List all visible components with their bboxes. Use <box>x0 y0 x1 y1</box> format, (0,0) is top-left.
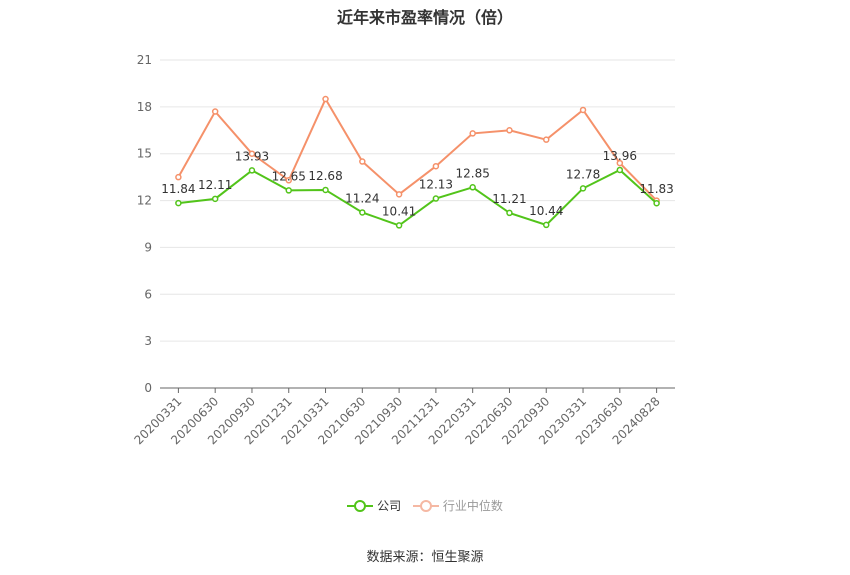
legend-item-company[interactable]: 公司 <box>347 497 401 514</box>
data-point-1[interactable] <box>175 173 182 181</box>
legend: 公司 行业中位数 <box>0 497 850 516</box>
chart-title: 近年来市盈率情况（倍） <box>336 8 513 27</box>
data-point-1[interactable] <box>469 130 476 137</box>
data-label: 11.83 <box>639 182 673 196</box>
data-point-1[interactable] <box>579 106 587 114</box>
data-point-0[interactable] <box>248 167 256 174</box>
data-point-1[interactable] <box>248 150 256 157</box>
data-point-0[interactable] <box>432 195 440 202</box>
data-point-0[interactable] <box>543 221 550 229</box>
data-point-1[interactable] <box>543 136 550 143</box>
legend-swatch-company <box>347 499 374 513</box>
y-tick-label: 21 <box>137 53 152 67</box>
y-tick-label: 0 <box>144 381 152 395</box>
data-point-0[interactable] <box>579 185 587 192</box>
data-label: 12.65 <box>272 169 306 183</box>
data-point-0[interactable] <box>359 209 366 216</box>
data-label: 12.68 <box>308 169 342 183</box>
y-tick-label: 18 <box>137 100 152 114</box>
data-point-1[interactable] <box>395 191 403 198</box>
data-label: 10.44 <box>529 204 563 218</box>
data-point-1[interactable] <box>359 158 366 165</box>
data-label: 12.85 <box>455 166 489 180</box>
data-point-0[interactable] <box>175 199 182 207</box>
y-tick-label: 9 <box>144 240 152 254</box>
data-point-1[interactable] <box>432 162 440 170</box>
y-tick-label: 6 <box>144 287 152 301</box>
data-point-1[interactable] <box>285 177 292 184</box>
data-label: 13.96 <box>603 149 637 163</box>
data-point-0[interactable] <box>616 166 624 174</box>
y-tick-label: 12 <box>137 194 152 208</box>
data-point-0[interactable] <box>506 209 513 217</box>
y-tick-label: 3 <box>144 334 152 348</box>
data-label: 11.84 <box>161 182 195 196</box>
y-tick-label: 15 <box>137 147 152 161</box>
legend-swatch-industry-median <box>412 499 439 513</box>
legend-item-industry-median[interactable]: 行业中位数 <box>412 497 503 514</box>
data-point-0[interactable] <box>653 199 660 207</box>
data-point-0[interactable] <box>469 184 476 191</box>
data-point-0[interactable] <box>211 195 219 203</box>
data-point-1[interactable] <box>506 127 513 134</box>
data-label: 12.13 <box>419 178 453 192</box>
legend-label-company: 公司 <box>377 499 402 513</box>
data-source: 数据来源：恒生聚源 <box>366 550 484 565</box>
legend-label-industry-median: 行业中位数 <box>442 499 503 513</box>
data-label: 13.93 <box>235 149 269 163</box>
data-label: 11.21 <box>492 192 526 206</box>
data-label: 12.11 <box>198 178 232 192</box>
data-point-0[interactable] <box>285 187 292 194</box>
series-lines <box>175 95 660 229</box>
data-label: 10.41 <box>382 204 416 218</box>
data-point-1[interactable] <box>616 159 624 167</box>
series-line-1 <box>177 96 658 202</box>
grid-lines <box>160 59 675 342</box>
series-line-0 <box>178 168 658 227</box>
data-point-1[interactable] <box>322 95 329 103</box>
data-label: 12.78 <box>566 167 600 181</box>
data-point-1[interactable] <box>211 108 219 115</box>
data-point-0[interactable] <box>322 186 329 194</box>
data-label: 11.24 <box>345 191 379 205</box>
data-point-0[interactable] <box>395 222 403 229</box>
